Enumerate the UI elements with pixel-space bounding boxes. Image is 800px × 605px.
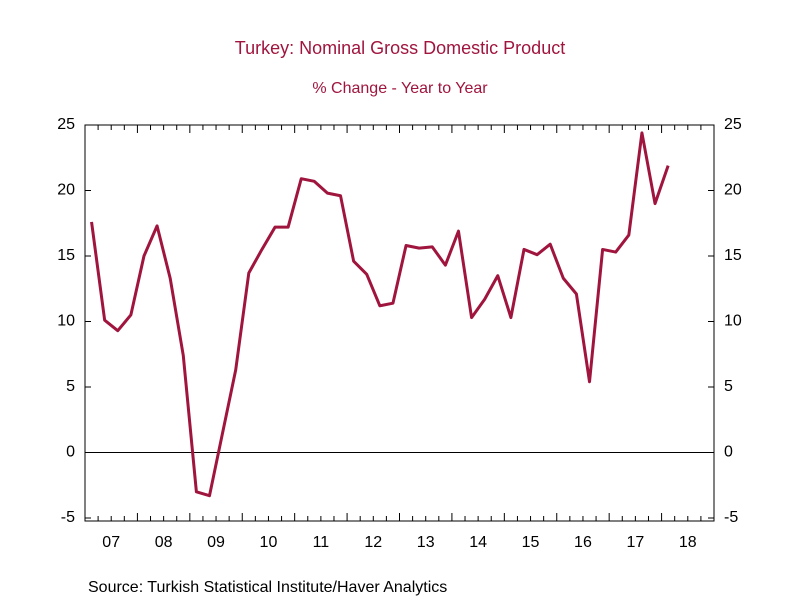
plot-frame (84, 124, 715, 522)
x-tick-label: 18 (679, 534, 697, 551)
source-note: Source: Turkish Statistical Institute/Ha… (88, 579, 447, 596)
x-tick-label: 13 (417, 534, 435, 551)
chart-subtitle: % Change - Year to Year (312, 80, 488, 97)
y-tick-label: 25 (57, 116, 75, 133)
y-tick-label: 10 (57, 313, 75, 330)
y-tick-label: 20 (57, 182, 75, 199)
y2-tick-label: 5 (724, 378, 733, 395)
x-tick-label: 08 (155, 534, 173, 551)
y2-tick-label: -5 (724, 509, 738, 526)
y-tick-label: -5 (61, 509, 75, 526)
chart-title: Turkey: Nominal Gross Domestic Product (235, 38, 565, 58)
x-tick-label: 10 (260, 534, 278, 551)
y2-tick-label: 15 (724, 247, 742, 264)
y2-tick-label: 10 (724, 313, 742, 330)
x-tick-label: 09 (207, 534, 225, 551)
y2-tick-label: 0 (724, 444, 733, 461)
series-line (90, 131, 670, 498)
y-tick-label: 15 (57, 247, 75, 264)
x-tick-label: 15 (522, 534, 540, 551)
y2-tick-label: 20 (724, 182, 742, 199)
y-tick-label: 5 (66, 378, 75, 395)
x-tick-label: 17 (626, 534, 644, 551)
x-tick-label: 14 (469, 534, 487, 551)
y-tick-label: 0 (66, 444, 75, 461)
x-tick-label: 16 (574, 534, 592, 551)
x-tick-label: 07 (102, 534, 120, 551)
x-tick-label: 11 (313, 534, 330, 551)
x-tick-label: 12 (364, 534, 382, 551)
y2-tick-label: 25 (724, 116, 742, 133)
